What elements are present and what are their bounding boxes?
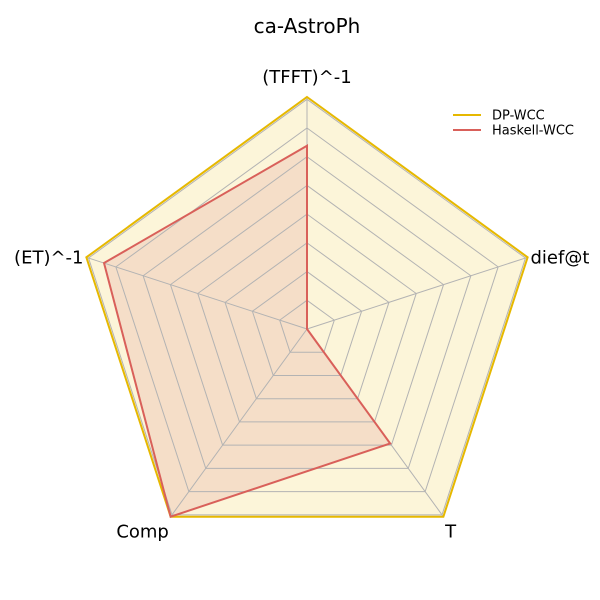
axis-label-0: (TFFT)^-1 bbox=[262, 67, 351, 88]
grid-ring-4 bbox=[197, 213, 417, 423]
grid-spoke-3 bbox=[170, 328, 308, 517]
grid-ring-3 bbox=[224, 242, 390, 400]
series-line-1 bbox=[102, 143, 392, 518]
legend-label-0: DP-WCC bbox=[492, 109, 545, 124]
series-outlines bbox=[85, 95, 529, 518]
grid-ring-2 bbox=[251, 270, 363, 376]
chart-title: ca-AstroPh bbox=[254, 14, 361, 38]
grid-ring-8 bbox=[87, 98, 527, 516]
grid-ring-7 bbox=[115, 127, 499, 493]
grid-spoke-1 bbox=[306, 256, 528, 330]
grid-ring-6 bbox=[142, 156, 472, 469]
grid-ring-1 bbox=[279, 299, 335, 353]
axis-label-2: T bbox=[444, 522, 457, 543]
axis-label-4: (ET)^-1 bbox=[14, 247, 83, 268]
grid-spoke-4 bbox=[86, 256, 308, 330]
grid-ring-5 bbox=[169, 184, 445, 446]
axis-label-3: Comp bbox=[116, 522, 169, 543]
axis-labels: (TFFT)^-1 dief@t T Comp (ET)^-1 bbox=[14, 67, 589, 543]
series-line-0 bbox=[85, 95, 529, 518]
series-fill-1 bbox=[104, 145, 391, 517]
legend-label-1: Haskell-WCC bbox=[492, 124, 574, 139]
axis-label-1: dief@t bbox=[531, 247, 590, 268]
